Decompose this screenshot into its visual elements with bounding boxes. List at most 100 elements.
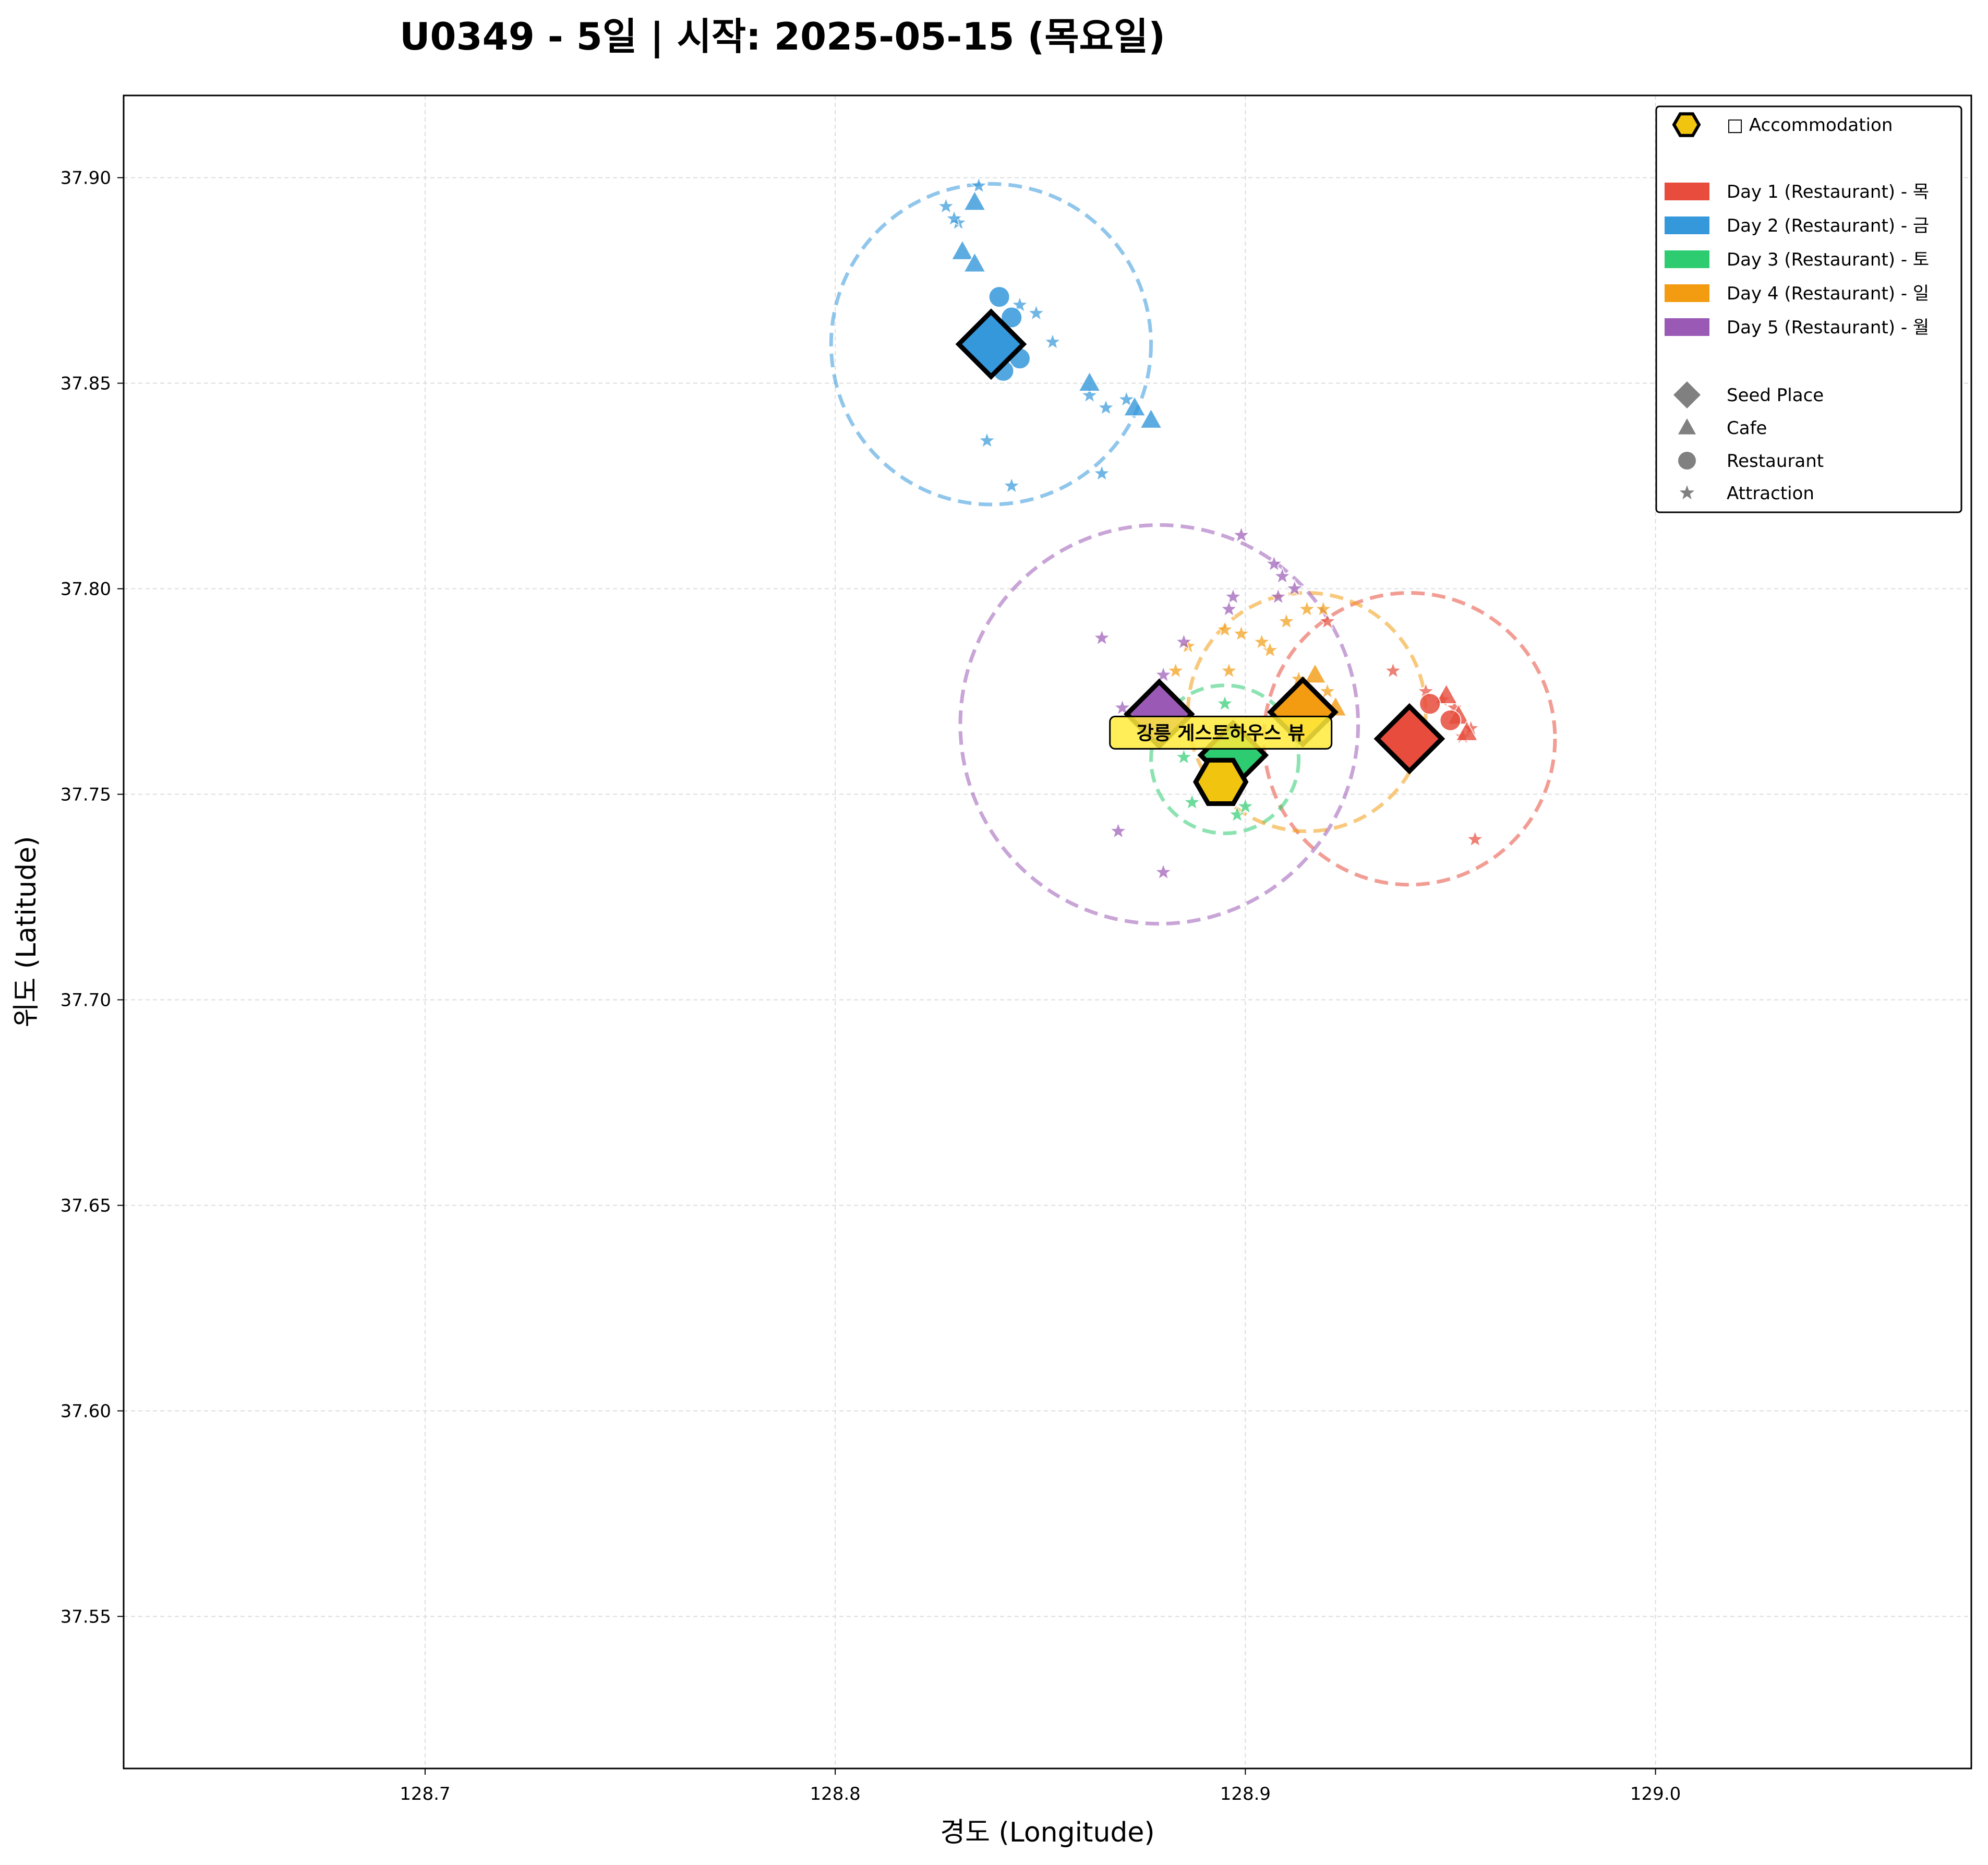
day-radius-circle — [1262, 591, 1557, 887]
legend-attraction-icon — [1679, 485, 1695, 500]
restaurant-marker — [1439, 709, 1462, 731]
cafe-marker — [1455, 720, 1479, 741]
restaurant-marker — [988, 286, 1010, 308]
cafe-marker — [1303, 662, 1327, 684]
legend-day-label: Day 1 (Restaurant) - 목 — [1727, 182, 1929, 202]
day-radius-circle — [829, 182, 1153, 507]
legend-marker-label: Restaurant — [1727, 451, 1824, 472]
day-radius-circles — [829, 182, 1557, 926]
y-tick-label: 37.75 — [61, 785, 111, 805]
attraction-marker — [1231, 525, 1251, 544]
y-tick-label: 37.80 — [61, 579, 111, 600]
attraction-marker — [1465, 829, 1485, 848]
attraction-marker — [1284, 578, 1305, 597]
legend-box — [1655, 105, 1962, 513]
attraction-marker — [1108, 821, 1128, 840]
accommodation-label-group: 강릉 게스트하우스 뷰 — [1109, 715, 1333, 806]
attraction-marker — [1153, 862, 1174, 881]
attraction-marker — [1165, 660, 1186, 680]
legend-seed-place-icon — [1673, 381, 1701, 408]
attraction-marker — [1219, 599, 1239, 618]
attraction-marker — [1317, 681, 1338, 700]
legend-day-swatch — [1665, 183, 1709, 200]
seed-place-marker — [955, 308, 1027, 380]
attraction-marker — [1002, 475, 1022, 495]
cafe-marker — [950, 239, 974, 260]
attraction-marker — [936, 196, 956, 215]
accommodation-label: 강릉 게스트하우스 뷰 — [1137, 723, 1305, 744]
day-radius-circle — [958, 523, 1360, 926]
restaurant-marker — [1001, 306, 1023, 329]
legend-day-swatch — [1665, 250, 1709, 268]
x-axis-label: 경도 (Longitude) — [940, 1817, 1154, 1848]
attraction-marker — [1235, 796, 1256, 815]
legend-restaurant-icon — [1678, 452, 1696, 470]
attraction-marker — [969, 175, 989, 195]
legend-marker-label: Attraction — [1727, 483, 1814, 504]
attraction-marker — [1042, 331, 1063, 351]
attraction-marker — [1317, 611, 1338, 630]
attraction-marker — [1026, 303, 1046, 322]
attraction-marker — [1219, 660, 1239, 680]
attraction-marker — [1215, 619, 1235, 639]
y-tick-label: 37.60 — [61, 1401, 111, 1422]
plot-border — [123, 94, 1972, 1770]
attraction-marker — [1153, 665, 1174, 684]
cafe-marker — [1123, 395, 1147, 417]
attraction-marker — [977, 430, 997, 449]
attraction-marker — [1174, 632, 1194, 651]
y-tick-label: 37.90 — [61, 168, 111, 189]
attraction-marker — [1251, 632, 1272, 651]
accommodation-marker — [1193, 757, 1249, 806]
x-tick-label: 128.8 — [810, 1784, 860, 1804]
attraction-marker — [1079, 385, 1100, 404]
attraction-marker — [1223, 586, 1243, 606]
axis-ticks: 128.7 128.8 128.9 129.0 37.55 37.60 37.65 37.70… — [61, 168, 1681, 1804]
y-tick-label: 37.85 — [61, 374, 111, 394]
attraction-marker — [1272, 565, 1293, 585]
attraction-marker — [1297, 599, 1317, 618]
x-tick-label: 129.0 — [1630, 1784, 1681, 1804]
attraction-marker — [1096, 397, 1116, 416]
legend-day-swatch — [1665, 284, 1709, 302]
y-tick-label: 37.70 — [61, 990, 111, 1011]
legend-day-label: Day 5 (Restaurant) - 월 — [1727, 317, 1929, 338]
y-tick-label: 37.55 — [61, 1606, 111, 1627]
legend-day-label: Day 2 (Restaurant) - 금 — [1727, 215, 1929, 236]
legend-cafe-icon — [1678, 418, 1696, 435]
legend-accommodation-label: □ Accommodation — [1727, 115, 1893, 136]
cafe-marker — [962, 251, 987, 273]
seed-place-marker — [1373, 703, 1445, 775]
attraction-marker — [1010, 294, 1030, 314]
attraction-marker — [1112, 697, 1132, 717]
legend-marker-label: Cafe — [1727, 418, 1767, 439]
legend-day-label: Day 4 (Restaurant) - 일 — [1727, 283, 1929, 304]
legend-marker-label: Seed Place — [1727, 385, 1824, 406]
attraction-marker — [1215, 693, 1235, 713]
legend-day-swatch — [1665, 318, 1709, 336]
attraction-marker — [1174, 747, 1194, 766]
attraction-marker — [1116, 389, 1137, 408]
accommodation-label-box — [1109, 715, 1333, 750]
cafe-marker — [1435, 683, 1459, 704]
legend: □ Accommodation Day 1 (Restaurant) - 목 Day… — [1655, 105, 1962, 513]
x-tick-label: 128.7 — [400, 1784, 450, 1804]
attraction-marker — [1092, 463, 1112, 483]
day-radius-circle — [1149, 683, 1301, 835]
attraction-marker — [1276, 611, 1296, 630]
y-axis-label: 위도 (Latitude) — [11, 836, 42, 1028]
cafe-marker — [1139, 407, 1163, 429]
attraction-marker — [1231, 623, 1251, 643]
attraction-marker — [1182, 792, 1202, 811]
attraction-marker — [1383, 660, 1403, 680]
legend-day-label: Day 3 (Restaurant) - 토 — [1727, 249, 1929, 270]
cafe-marker — [962, 189, 987, 211]
attraction-marker — [1092, 628, 1112, 647]
x-tick-label: 128.9 — [1220, 1784, 1271, 1804]
attraction-marker — [944, 208, 965, 227]
legend-day-swatch — [1665, 216, 1709, 234]
attraction-marker — [1313, 599, 1333, 618]
attraction-marker — [1264, 554, 1284, 573]
legend-accommodation-icon — [1672, 112, 1701, 137]
